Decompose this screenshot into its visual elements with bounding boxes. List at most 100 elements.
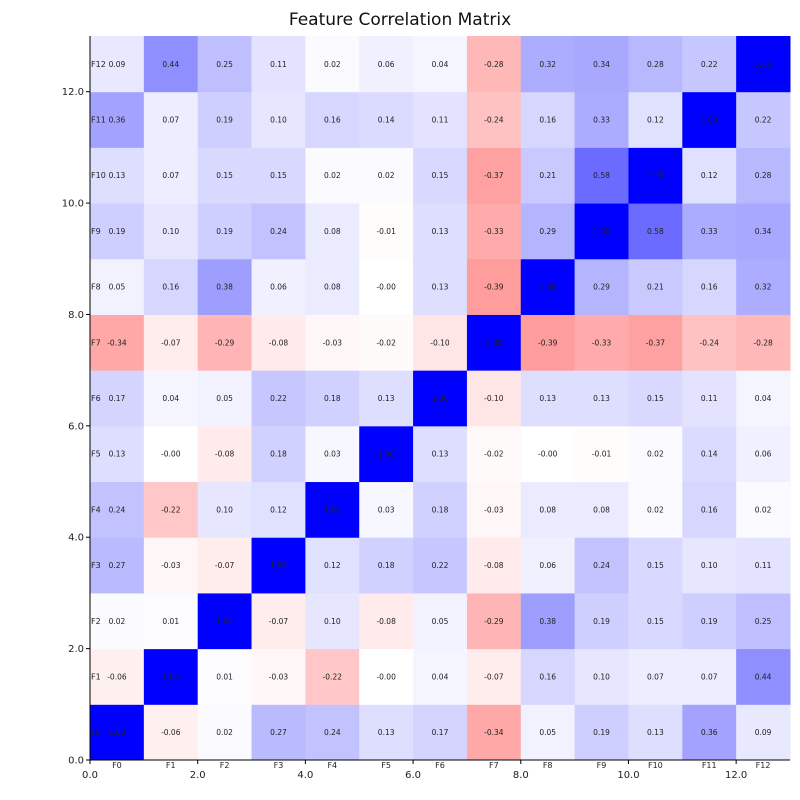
heatmap-cell-F0-F9 [574, 704, 629, 761]
heatmap-cell-F7-F8 [520, 314, 576, 371]
cell-value-F3-F3: 1.00 [270, 561, 287, 570]
heatmap-cell-F3-F0 [90, 537, 145, 594]
cell-value-F1-F2: 0.01 [216, 672, 233, 681]
heatmap-cell-F10-F1 [143, 147, 199, 204]
heatmap-cell-F6-F0 [90, 370, 145, 427]
row-label-F12: F12 [91, 60, 106, 69]
cell-value-F3-F4: 0.12 [324, 561, 341, 570]
cell-value-F0-F1: -0.06 [161, 728, 181, 737]
heatmap-cell-F0-F6 [413, 704, 468, 761]
heatmap-cell-F1-F9 [574, 648, 629, 705]
cell-value-F5-F9: -0.01 [592, 450, 612, 459]
cell-value-F11-F1: 0.07 [162, 116, 179, 125]
cell-value-F9-F7: -0.33 [484, 227, 504, 236]
heatmap-cell-F12-F11 [682, 36, 737, 93]
cell-value-F1-F7: -0.07 [484, 672, 504, 681]
heatmap-cell-F8-F9 [574, 258, 629, 315]
row-label-F0: F0 [91, 728, 101, 737]
row-label-F6: F6 [91, 394, 101, 403]
cell-value-F7-F0: -0.34 [107, 338, 127, 347]
cell-value-F9-F11: 0.33 [701, 227, 718, 236]
heatmap-cell-F2-F4 [305, 592, 360, 650]
heatmap-cell-F9-F2 [197, 203, 253, 260]
heatmap-cell-F8-F11 [682, 258, 737, 315]
cell-value-F1-F6: 0.04 [432, 672, 449, 681]
heatmap-cell-F5-F12 [736, 425, 791, 483]
heatmap-cell-F5-F4 [305, 425, 360, 483]
heatmap-cell-F9-F7 [466, 203, 522, 260]
heatmap-cell-F1-F5 [359, 648, 414, 705]
heatmap-cell-F2-F0 [90, 592, 145, 650]
heatmap-cell-F8-F4 [305, 258, 360, 315]
heatmap-cell-F3-F12 [736, 537, 791, 594]
heatmap-cell-F11-F12 [736, 91, 791, 148]
heatmap-cell-F11-F5 [359, 91, 414, 148]
col-label-F3: F3 [274, 761, 284, 770]
cell-value-F3-F7: -0.08 [484, 561, 504, 570]
cell-value-F8-F6: 0.13 [432, 283, 449, 292]
cell-value-F8-F4: 0.08 [324, 283, 341, 292]
cell-value-F0-F2: 0.02 [216, 728, 233, 737]
cell-value-F3-F11: 0.10 [701, 561, 718, 570]
heatmap-cell-F8-F8 [520, 258, 576, 315]
heatmap-cell-F2-F10 [628, 592, 683, 650]
cell-value-F0-F5: 0.13 [378, 728, 395, 737]
heatmap-cell-F0-F12 [736, 704, 791, 761]
heatmap-cell-F7-F7 [466, 314, 522, 371]
cell-value-F6-F12: 0.04 [755, 394, 772, 403]
cell-value-F8-F0: 0.05 [109, 283, 126, 292]
cell-value-F11-F11: 1.00 [701, 116, 718, 125]
heatmap-cell-F11-F8 [520, 91, 576, 148]
cell-value-F5-F6: 0.13 [432, 450, 449, 459]
row-label-F2: F2 [91, 617, 101, 626]
cell-value-F1-F10: 0.07 [647, 672, 664, 681]
cell-value-F9-F5: -0.01 [376, 227, 396, 236]
heatmap-cell-F2-F9 [574, 592, 629, 650]
heatmap-cell-F9-F12 [736, 203, 791, 260]
x-tick-label-8.0: 8.0 [513, 770, 529, 781]
cell-value-F9-F8: 0.29 [539, 227, 556, 236]
heatmap-cell-F2-F8 [520, 592, 576, 650]
cell-value-F4-F0: 0.24 [109, 505, 126, 514]
heatmap-cell-F3-F9 [574, 537, 629, 594]
cell-value-F2-F3: -0.07 [269, 617, 289, 626]
cell-value-F4-F6: 0.18 [432, 505, 449, 514]
x-tick-label-0.0: 0.0 [82, 770, 98, 781]
heatmap-cell-F1-F7 [466, 648, 522, 705]
heatmap-cell-F11-F7 [466, 91, 522, 148]
cell-value-F6-F1: 0.04 [162, 394, 179, 403]
cell-value-F2-F7: -0.29 [484, 617, 504, 626]
heatmap-cell-F5-F6 [413, 425, 468, 483]
heatmap-cell-F2-F2 [197, 592, 253, 650]
cell-value-F4-F7: -0.03 [484, 505, 504, 514]
heatmap-cell-F8-F12 [736, 258, 791, 315]
cell-value-F12-F2: 0.25 [216, 60, 233, 69]
x-tick-label-12.0: 12.0 [725, 770, 747, 781]
cell-value-F3-F8: 0.06 [539, 561, 556, 570]
cell-value-F3-F5: 0.18 [378, 561, 395, 570]
cell-value-F9-F9: 1.00 [593, 227, 610, 236]
heatmap-cell-F2-F11 [682, 592, 737, 650]
heatmap-cell-F5-F5 [359, 425, 414, 483]
heatmap-cell-F1-F0 [90, 648, 145, 705]
heatmap-cell-F4-F1 [143, 481, 199, 538]
heatmap-cell-F4-F12 [736, 481, 791, 538]
col-label-F8: F8 [543, 761, 553, 770]
cell-value-F10-F5: 0.02 [378, 171, 395, 180]
heatmap-cell-F9-F5 [359, 203, 414, 260]
heatmap-cell-F3-F3 [251, 537, 306, 594]
cell-value-F4-F8: 0.08 [539, 505, 556, 514]
heatmap-cell-F11-F4 [305, 91, 360, 148]
heatmap-cell-F1-F6 [413, 648, 468, 705]
cell-value-F1-F12: 0.44 [755, 672, 772, 681]
heatmap-cell-F7-F12 [736, 314, 791, 371]
row-label-F3: F3 [91, 561, 101, 570]
chart-title: Feature Correlation Matrix [288, 10, 512, 30]
heatmap-cell-F5-F2 [197, 425, 253, 483]
cell-value-F10-F2: 0.15 [216, 171, 233, 180]
heatmap-cell-F6-F6 [413, 370, 468, 427]
cell-value-F10-F3: 0.15 [270, 171, 287, 180]
cell-value-F5-F5: 1.00 [378, 450, 395, 459]
cell-value-F12-F6: 0.04 [432, 60, 449, 69]
heatmap-cell-F10-F7 [466, 147, 522, 204]
